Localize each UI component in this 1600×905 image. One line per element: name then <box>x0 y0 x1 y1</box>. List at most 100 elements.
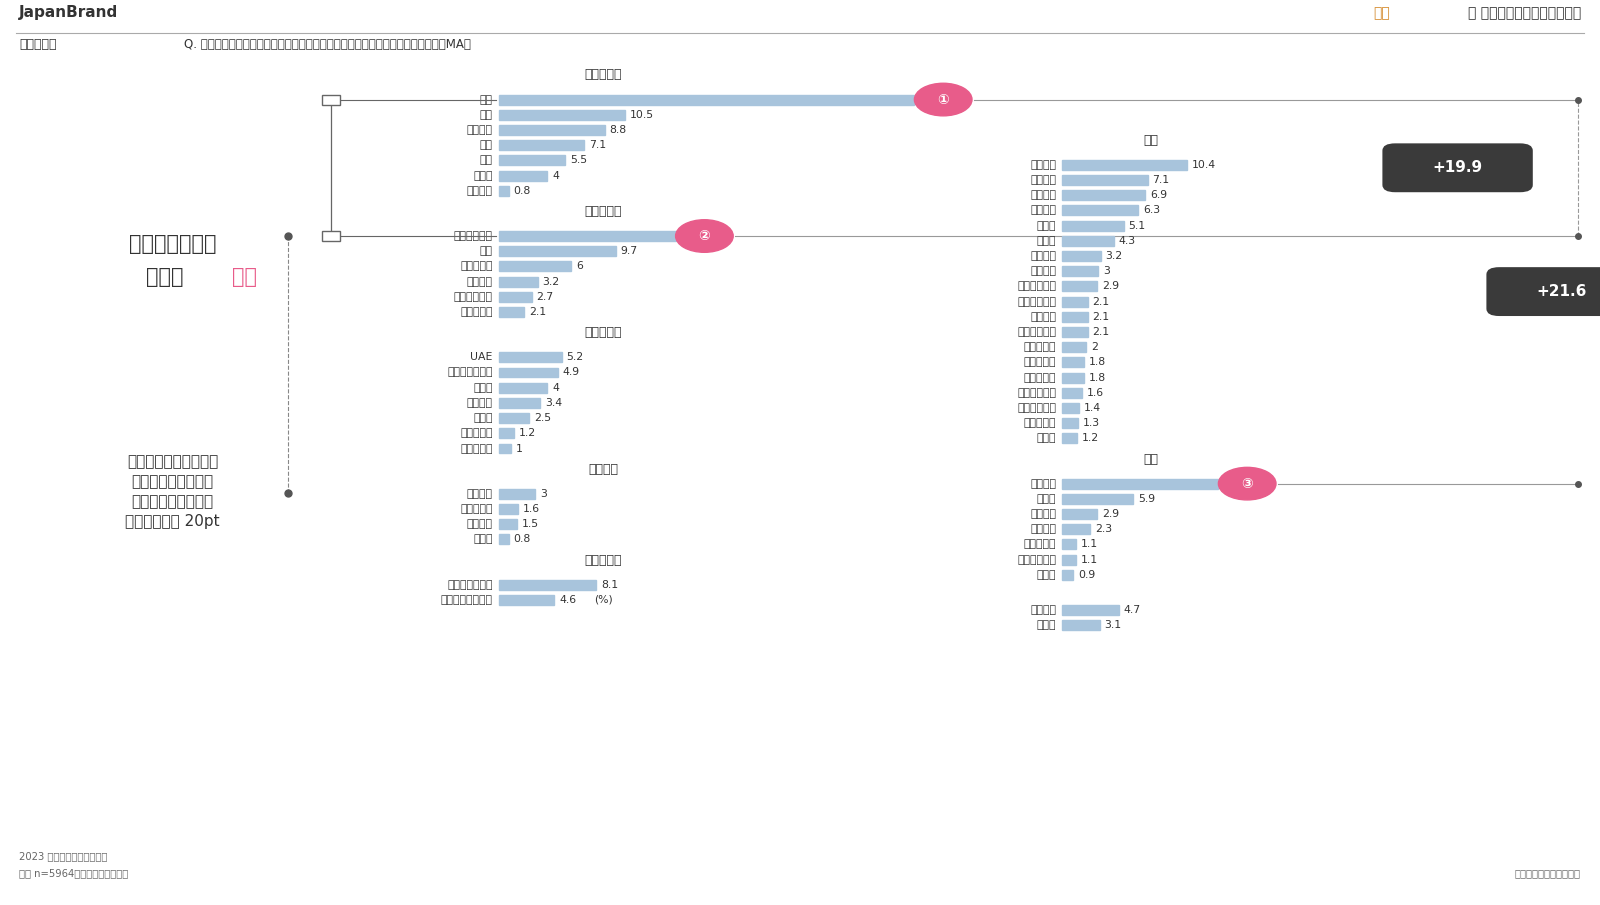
Bar <box>1062 403 1078 413</box>
Text: チェコ: チェコ <box>1037 433 1056 443</box>
Text: デンマーク: デンマーク <box>1024 373 1056 383</box>
Text: 10.5: 10.5 <box>630 110 654 119</box>
Text: 日本: 日本 <box>232 267 258 287</box>
Text: 1.8: 1.8 <box>1088 357 1106 367</box>
Bar <box>1062 418 1078 428</box>
Text: 2.9: 2.9 <box>1102 281 1118 291</box>
Text: 10.4: 10.4 <box>1192 159 1216 170</box>
Text: ブラジル: ブラジル <box>1030 524 1056 534</box>
Bar <box>1062 494 1133 504</box>
Text: 南アフリカ: 南アフリカ <box>461 504 493 514</box>
Text: ２位（シンガポール）: ２位（シンガポール） <box>126 454 219 469</box>
Text: クロアチア: クロアチア <box>1024 418 1056 428</box>
Text: 1.3: 1.3 <box>1083 418 1099 428</box>
Text: Q. あなたが今後、観光目的で再訪したい国・地域をすべてお知らせください。（MA）: Q. あなたが今後、観光目的で再訪したい国・地域をすべてお知らせください。（MA… <box>184 38 470 51</box>
Text: 2.7: 2.7 <box>536 291 554 302</box>
Text: 欧州: 欧州 <box>1142 134 1158 147</box>
Text: (%): (%) <box>595 595 613 605</box>
Text: 中国本土: 中国本土 <box>467 125 493 135</box>
Text: を大きく引き離し、: を大きく引き離し、 <box>131 494 214 509</box>
Text: 1.4: 1.4 <box>1085 403 1101 413</box>
Bar <box>499 352 562 362</box>
Text: 8.8: 8.8 <box>610 125 627 135</box>
Bar <box>1062 605 1118 614</box>
Text: スリランカ: スリランカ <box>461 428 493 438</box>
Text: マレーシア: マレーシア <box>461 262 493 271</box>
Text: 韓国: 韓国 <box>480 110 493 119</box>
Text: ノルウェー: ノルウェー <box>1024 357 1056 367</box>
Text: カナダ: カナダ <box>1037 494 1056 504</box>
Text: 南西アジア: 南西アジア <box>584 326 622 339</box>
Bar <box>1062 373 1085 383</box>
Bar <box>1062 433 1077 443</box>
Text: スコア以外の整数：順位: スコア以外の整数：順位 <box>1515 868 1581 878</box>
Text: 1.1: 1.1 <box>1080 555 1098 565</box>
Text: 3.2: 3.2 <box>1106 251 1123 261</box>
Text: 5.5: 5.5 <box>570 156 587 166</box>
Text: 4.6: 4.6 <box>560 595 576 605</box>
Text: アフリカ: アフリカ <box>589 462 618 476</box>
Text: オーストリア: オーストリア <box>1018 281 1056 291</box>
Bar <box>1062 205 1138 215</box>
Text: 4.3: 4.3 <box>1118 235 1136 246</box>
Bar <box>499 170 547 180</box>
Text: 1: 1 <box>515 443 523 453</box>
Text: インドネシア: インドネシア <box>454 291 493 302</box>
Bar <box>499 231 675 241</box>
Text: １位は: １位は <box>146 267 184 287</box>
Text: オランダ: オランダ <box>1030 251 1056 261</box>
Text: コスタリカ: コスタリカ <box>1024 539 1056 549</box>
Text: 6.9: 6.9 <box>1150 190 1166 200</box>
Text: 3: 3 <box>541 489 547 499</box>
Text: 4: 4 <box>552 383 558 393</box>
Bar <box>499 367 558 377</box>
Text: 3.4: 3.4 <box>544 398 562 408</box>
Text: 1.6: 1.6 <box>1086 387 1104 398</box>
Text: ｜ 海外旅行経験者の再訪意向: ｜ 海外旅行経験者の再訪意向 <box>1467 6 1581 20</box>
Bar <box>499 140 584 150</box>
Text: シンガポール: シンガポール <box>454 231 493 241</box>
Text: 14.7: 14.7 <box>680 231 704 241</box>
Text: 5.9: 5.9 <box>1138 494 1155 504</box>
Bar <box>1062 342 1086 352</box>
Text: タイ: タイ <box>480 246 493 256</box>
Text: フィリピン: フィリピン <box>461 307 493 317</box>
Text: 北東アジア: 北東アジア <box>584 69 622 81</box>
Bar <box>1062 251 1101 261</box>
Text: 7.1: 7.1 <box>589 140 606 150</box>
Text: 全体の再訪意向: 全体の再訪意向 <box>130 234 216 254</box>
Text: ポルトガル: ポルトガル <box>1024 342 1056 352</box>
Text: エジプト: エジプト <box>467 489 493 499</box>
Text: 1.1: 1.1 <box>1080 539 1098 549</box>
Bar <box>1062 555 1075 565</box>
Text: アイスランド: アイスランド <box>1018 387 1056 398</box>
Text: オーストラリア: オーストラリア <box>448 579 493 590</box>
Text: JapanBrand: JapanBrand <box>19 5 118 20</box>
Bar <box>499 246 616 256</box>
Text: スイス: スイス <box>1037 221 1056 231</box>
Text: アメリカ: アメリカ <box>1030 479 1056 489</box>
Text: モンゴル: モンゴル <box>467 186 493 195</box>
Text: と３位（アメリカ）: と３位（アメリカ） <box>131 474 214 489</box>
Text: スペイン: スペイン <box>1030 205 1056 215</box>
Bar <box>499 262 571 271</box>
Text: 4.9: 4.9 <box>563 367 579 377</box>
Text: 3.1: 3.1 <box>1104 620 1122 630</box>
Text: フランス: フランス <box>1030 190 1056 200</box>
Text: +19.9: +19.9 <box>1432 160 1483 176</box>
Bar <box>1062 221 1123 231</box>
Bar <box>499 443 512 453</box>
Text: ②: ② <box>699 229 710 243</box>
Bar <box>1062 327 1088 337</box>
Text: 13: 13 <box>1224 479 1237 489</box>
Text: アルゼンチン: アルゼンチン <box>1018 555 1056 565</box>
Text: 5.1: 5.1 <box>1128 221 1146 231</box>
Bar <box>499 519 517 529</box>
Text: 2.3: 2.3 <box>1094 524 1112 534</box>
Text: サウジアラビア: サウジアラビア <box>448 367 493 377</box>
Bar <box>1062 387 1082 398</box>
Text: インド: インド <box>474 413 493 424</box>
Text: 2.1: 2.1 <box>1093 327 1109 337</box>
Bar <box>1062 479 1219 489</box>
Text: スウェーデン: スウェーデン <box>1018 327 1056 337</box>
